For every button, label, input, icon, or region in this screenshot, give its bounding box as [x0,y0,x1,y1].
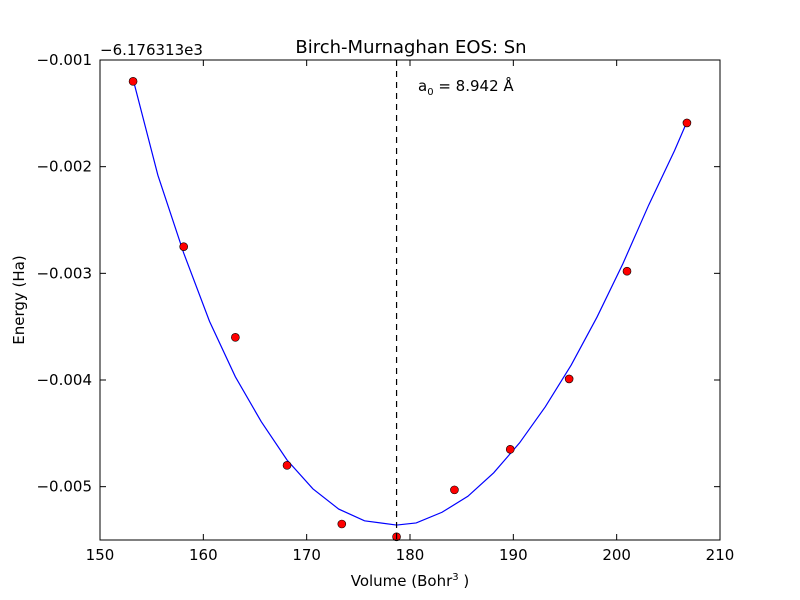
a0-annotation-sub: 0 [427,87,433,98]
a0-annotation: a0 = 8.942 Å [418,76,514,98]
y-axis-label: Energy (Ha) [10,255,28,344]
plot-frame [99,59,721,541]
y-offset-label: −6.176313e3 [100,41,203,59]
data-point [682,118,692,128]
x-tick-label: 160 [189,546,218,564]
fit-curve [132,79,688,526]
x-tick-label: 180 [396,546,425,564]
y-tick-label: −0.002 [36,158,92,176]
x-tick-label: 170 [292,546,321,564]
a0-annotation-value: = 8.942 Å [434,76,515,95]
series-layer [128,77,692,542]
x-tick-label: 210 [706,546,735,564]
y-tick-label: −0.001 [36,51,92,69]
data-point [282,461,292,470]
data-point [622,266,632,276]
x-tick-label: 150 [86,546,115,564]
x-axis-label-end: ) [459,572,470,590]
data-point [128,77,138,86]
x-tick-label: 200 [602,546,631,564]
data-point [337,519,347,529]
x-axis-label: Volume (Bohr3 ) [351,572,470,590]
chart-title: Birch-Murnaghan EOS: Sn [295,37,526,58]
x-tick-label: 190 [499,546,528,564]
data-point [231,333,240,342]
y-tick-label: −0.004 [36,371,92,389]
plot-area [100,60,720,540]
y-tick-label: −0.005 [36,478,92,496]
x-axis-label-main: Volume (Bohr [351,572,453,590]
data-point [505,445,515,454]
data-point [450,485,459,495]
data-point [564,374,574,384]
ticks-layer: 150 160 170 180 190 200 210 −0.001 −0.002 −0.003 −… [36,51,734,564]
a0-annotation-prefix: a [418,77,427,95]
x-axis-label-sup: 3 [452,572,458,583]
data-point [179,242,188,251]
y-tick-label: −0.003 [36,264,92,282]
